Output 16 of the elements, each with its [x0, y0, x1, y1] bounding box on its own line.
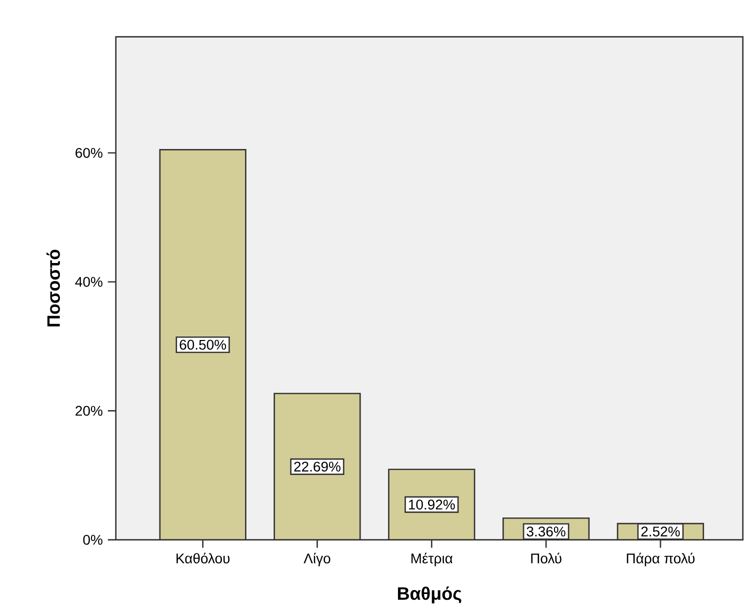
x-tick-label: Λίγο	[304, 552, 330, 566]
data-label: 10.92%	[408, 500, 455, 510]
y-tick-label: 60%	[76, 148, 102, 158]
x-tick-label: Μέτρια	[411, 552, 453, 566]
x-tick-label: Πολύ	[531, 552, 562, 564]
data-label: 60.50%	[180, 340, 226, 350]
data-label: 22.69%	[294, 462, 340, 472]
y-tick-label: 40%	[75, 276, 102, 287]
x-axis-title: Βαθμός	[398, 586, 462, 604]
x-tick-label: Πάρα πολύ	[626, 552, 695, 566]
y-tick-label: 20%	[76, 406, 102, 416]
y-tick-label: 0%	[83, 534, 102, 545]
y-axis-title: Ποσοστό	[46, 250, 60, 326]
data-label: 3.36%	[526, 526, 566, 536]
x-tick-label: Καθόλου	[176, 552, 230, 564]
data-label: 2.52%	[641, 526, 680, 536]
